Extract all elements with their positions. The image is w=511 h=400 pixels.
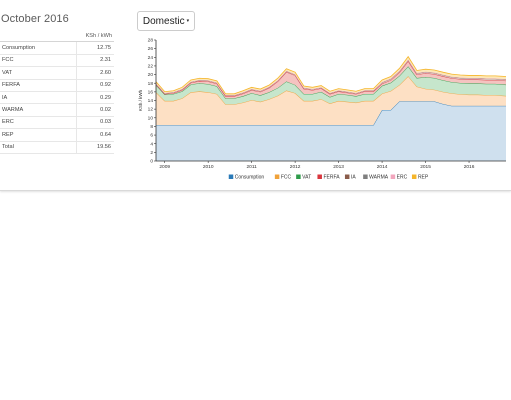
row-value: 0.03: [76, 116, 114, 130]
y-tick-label: 22: [148, 64, 154, 70]
legend-swatch-fcc: [274, 174, 280, 179]
x-tick-label: 2012: [290, 164, 301, 170]
y-tick-label: 24: [148, 55, 154, 61]
cost-breakdown-table: KSh / kWh Consumption 12.75 FCC 2.31 VAT 2.…: [0, 30, 114, 154]
table-row: Consumption 12.75: [0, 41, 114, 55]
row-label: IA: [0, 91, 77, 105]
x-tick-label: 2009: [159, 164, 170, 170]
chart-areas: [155, 55, 507, 161]
row-value: 19.56: [76, 141, 114, 154]
line-rep: [155, 55, 507, 95]
chevron-down-icon: ▾: [186, 18, 190, 24]
y-tick-label: 0: [150, 159, 153, 165]
x-tick-label: 2010: [203, 164, 214, 170]
legend-swatch-warma: [363, 174, 368, 179]
x-tick-label: 2014: [377, 164, 388, 170]
y-axis-label: KSh / kWh: [138, 89, 143, 111]
table-header-row: KSh / kWh: [0, 30, 114, 43]
y-tick-label: 16: [148, 89, 154, 95]
x-tick-label: 2015: [420, 164, 431, 170]
table-row: VAT 2.60: [0, 66, 114, 80]
area-fcc: [156, 76, 506, 126]
x-tick-label: 2013: [333, 164, 344, 170]
row-value: 2.31: [76, 54, 114, 68]
row-label: REP: [0, 128, 77, 142]
table-row-total: Total 19.56: [0, 141, 114, 154]
y-tick-label: 12: [148, 107, 154, 113]
y-tick-label: 8: [150, 124, 153, 130]
row-label: FERFA: [0, 79, 77, 92]
row-label: WARMA: [0, 103, 77, 117]
y-tick-label: 14: [148, 98, 154, 104]
y-tick-label: 4: [150, 141, 153, 147]
legend-swatch-ia: [344, 174, 350, 179]
legend-item-consumption[interactable]: Consumption: [235, 175, 265, 181]
legend-swatch-vat: [296, 174, 301, 179]
area-consumption: [156, 101, 506, 161]
legend-item-ia[interactable]: IA: [351, 175, 356, 181]
row-label: Consumption: [0, 41, 77, 55]
x-tick-label: 2016: [464, 164, 475, 170]
y-tick-label: 26: [148, 46, 154, 52]
legend-item-fcc[interactable]: FCC: [281, 175, 292, 181]
table-header-blank: [0, 30, 77, 43]
y-tick-label: 10: [148, 115, 154, 121]
x-axis: 2009 2010 2011 2012 2013 2014 2015 2016: [156, 160, 506, 170]
tariff-dropdown-button[interactable]: Domestic ▾: [137, 11, 195, 31]
period-title: October 2016: [1, 13, 69, 25]
electricity-cost-panel: October 2016 KSh / kWh Consumption 12.75 …: [0, 0, 511, 191]
y-tick-label: 2: [150, 150, 153, 156]
chart-legend: Consumption FCC VAT FERFA IA WARMA ERC REP: [228, 174, 429, 181]
row-value: 0.02: [76, 103, 114, 117]
row-value: 2.60: [76, 66, 114, 80]
table-row: WARMA 0.02: [0, 103, 114, 117]
row-label: VAT: [0, 66, 77, 80]
row-label: FCC: [0, 54, 77, 68]
tariff-dropdown-label: Domestic: [142, 15, 185, 27]
legend-item-rep[interactable]: REP: [418, 175, 429, 181]
table-row: REP 0.64: [0, 128, 114, 142]
legend-item-erc[interactable]: ERC: [397, 175, 408, 181]
legend-item-ferfa[interactable]: FERFA: [323, 175, 340, 181]
legend-swatch-consumption: [228, 174, 234, 179]
y-tick-label: 28: [148, 38, 154, 44]
legend-swatch-erc: [390, 174, 396, 179]
row-value: 0.64: [76, 128, 114, 142]
table-row: ERC 0.03: [0, 116, 114, 130]
unit-header: KSh / kWh: [76, 30, 114, 43]
y-tick-label: 6: [150, 133, 153, 139]
y-tick-label: 20: [148, 72, 154, 78]
legend-swatch-rep: [411, 174, 417, 179]
legend-item-vat[interactable]: VAT: [302, 175, 311, 181]
table-row: IA 0.29: [0, 91, 114, 105]
row-value: 0.92: [76, 79, 114, 92]
row-value: 12.75: [76, 41, 114, 55]
row-value: 0.29: [76, 91, 114, 105]
legend-item-warma[interactable]: WARMA: [369, 175, 389, 181]
legend-swatch-ferfa: [317, 174, 322, 179]
table-row: FCC 2.31: [0, 54, 114, 68]
table-row: FERFA 0.92: [0, 79, 114, 92]
row-label: Total: [0, 141, 77, 154]
x-tick-label: 2011: [246, 164, 257, 170]
y-tick-label: 18: [148, 81, 154, 87]
row-label: ERC: [0, 116, 77, 130]
